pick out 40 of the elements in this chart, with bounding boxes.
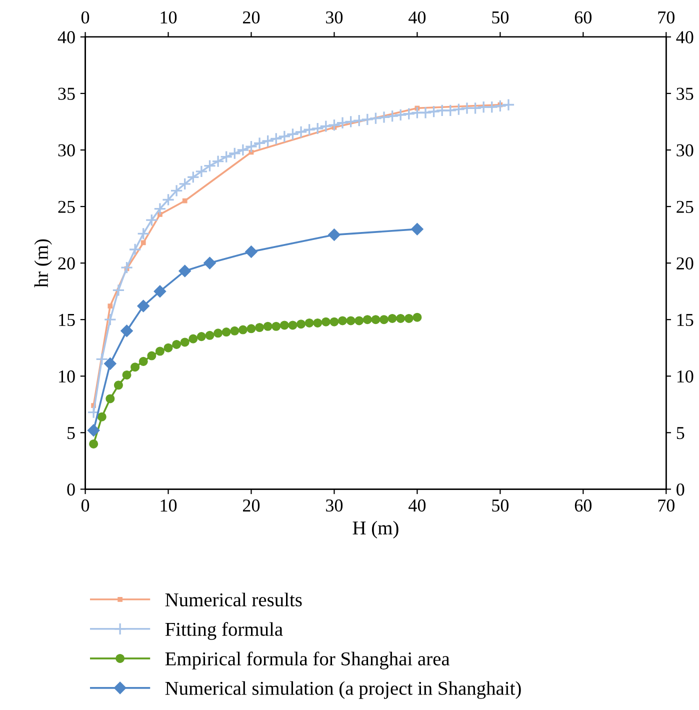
y-tick-label: 10 bbox=[59, 370, 75, 383]
x-tick-label: 70 bbox=[658, 499, 674, 512]
y2-tick-label: 15 bbox=[677, 314, 694, 326]
legend-label: Numerical simulation (a project in Shanghait) bbox=[165, 681, 521, 699]
x-tick-label: 0 bbox=[81, 499, 90, 512]
x-tick-label: 40 bbox=[408, 499, 426, 512]
y2-tick-label: 5 bbox=[676, 427, 684, 440]
x-tick-label: 10 bbox=[160, 499, 177, 512]
y-axis-title: hr (m) bbox=[34, 239, 52, 288]
x2-tick-label: 60 bbox=[574, 11, 592, 24]
y2-tick-label: 40 bbox=[676, 31, 694, 44]
y-tick-label: 25 bbox=[58, 200, 75, 213]
y2-tick-label: 35 bbox=[676, 88, 694, 100]
x2-tick-label: 70 bbox=[658, 11, 674, 24]
x-tick-label: 50 bbox=[492, 499, 509, 512]
x2-tick-label: 50 bbox=[492, 11, 509, 24]
x-tick-label: 20 bbox=[243, 499, 260, 512]
y-tick-label: 20 bbox=[58, 257, 75, 270]
x-axis-title: H (m) bbox=[352, 520, 398, 538]
x2-tick-label: 20 bbox=[243, 11, 260, 24]
legend-label: Empirical formula for Shanghai area bbox=[165, 652, 450, 670]
legend-label: Fitting formula bbox=[165, 622, 283, 640]
x2-tick-label: 30 bbox=[326, 11, 343, 24]
y2-tick-label: 30 bbox=[676, 144, 694, 156]
y-tick-label: 40 bbox=[58, 31, 75, 44]
x-tick-label: 30 bbox=[326, 499, 343, 512]
y2-tick-label: 0 bbox=[676, 483, 684, 496]
x2-tick-label: 0 bbox=[81, 11, 90, 24]
y2-tick-label: 10 bbox=[677, 370, 694, 383]
x2-tick-label: 40 bbox=[408, 11, 426, 24]
y-tick-label: 15 bbox=[59, 314, 75, 326]
y-tick-label: 30 bbox=[58, 144, 75, 156]
legend-label: Numerical results bbox=[165, 592, 302, 606]
x-tick-label: 60 bbox=[574, 499, 592, 512]
y-tick-label: 0 bbox=[67, 483, 75, 496]
y2-tick-label: 25 bbox=[676, 200, 694, 213]
y-tick-label: 35 bbox=[58, 88, 75, 100]
x2-tick-label: 10 bbox=[160, 11, 177, 24]
y-tick-label: 5 bbox=[68, 427, 75, 440]
y2-tick-label: 20 bbox=[676, 257, 694, 270]
